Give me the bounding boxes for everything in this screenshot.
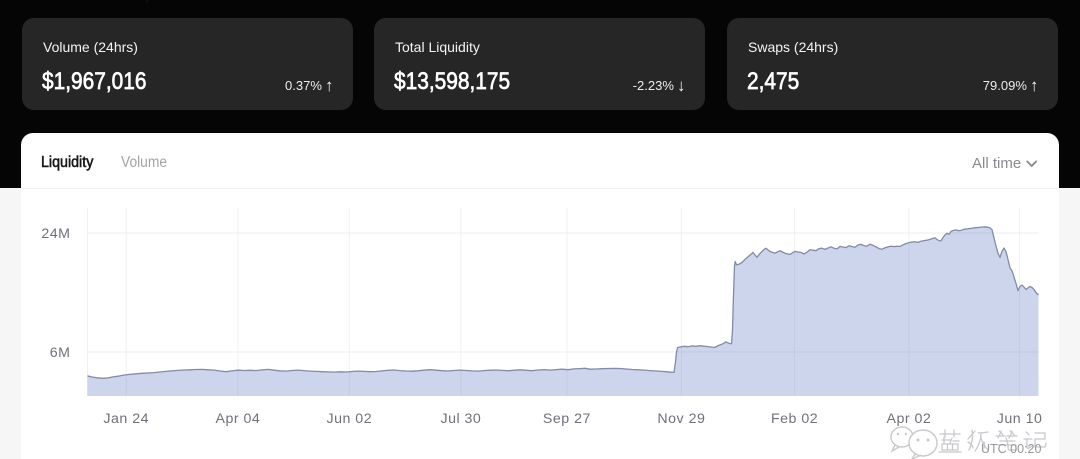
svg-text:Jul 30: Jul 30 [440, 411, 481, 427]
svg-text:Sep 27: Sep 27 [543, 411, 591, 427]
svg-text:6M: 6M [50, 345, 71, 361]
svg-text:Jun 02: Jun 02 [326, 411, 372, 427]
svg-text:Feb 02: Feb 02 [771, 411, 818, 427]
svg-text:Apr 02: Apr 02 [886, 411, 931, 427]
svg-text:24M: 24M [41, 226, 70, 242]
svg-text:Jan 24: Jan 24 [103, 411, 149, 427]
svg-text:Apr 04: Apr 04 [215, 411, 260, 427]
svg-text:Jun 10: Jun 10 [997, 411, 1043, 427]
svg-text:Nov 29: Nov 29 [657, 411, 705, 427]
